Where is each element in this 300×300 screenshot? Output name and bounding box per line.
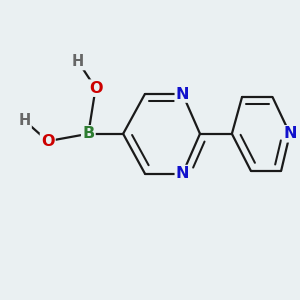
Text: N: N (176, 87, 189, 102)
Text: O: O (89, 81, 102, 96)
Text: O: O (41, 134, 55, 149)
Text: B: B (82, 126, 94, 141)
Text: N: N (283, 126, 297, 141)
Text: H: H (72, 54, 84, 69)
Text: N: N (176, 166, 189, 181)
Text: H: H (18, 113, 31, 128)
